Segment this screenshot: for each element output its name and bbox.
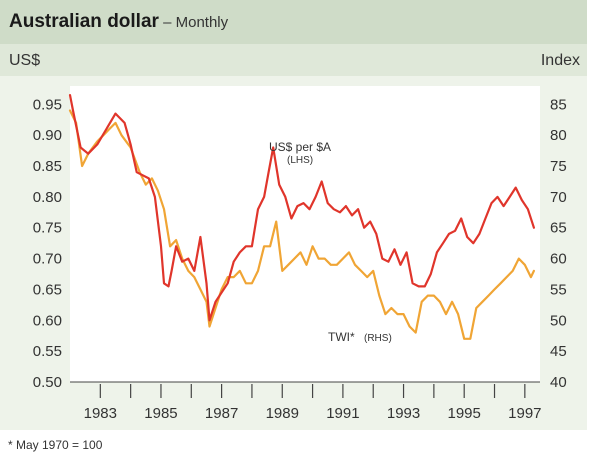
y-right-tick-label: 65 xyxy=(550,220,567,237)
x-tick-label: 1989 xyxy=(266,405,299,422)
x-tick-label: 1987 xyxy=(205,405,238,422)
usd-series-line xyxy=(68,93,536,322)
y-right-tick-label: 45 xyxy=(550,343,567,360)
y-right-tick-label: 60 xyxy=(550,251,567,268)
y-left-tick-label: 0.80 xyxy=(33,189,62,206)
twi-series-label: TWI* xyxy=(328,330,355,344)
y-right-tick-label: 75 xyxy=(550,158,567,175)
y-left-tick-label: 0.55 xyxy=(33,343,62,360)
y-left-tick-label: 0.85 xyxy=(33,158,62,175)
y-right-tick-label: 70 xyxy=(550,189,567,206)
y-left-tick-label: 0.70 xyxy=(33,251,62,268)
y-left-tick-label: 0.95 xyxy=(33,96,62,113)
x-tick-label: 1983 xyxy=(84,405,117,422)
y-left-tick-label: 0.50 xyxy=(33,374,62,391)
right-axis-unit: Index xyxy=(540,52,580,69)
chart-subtitle: Monthly xyxy=(175,14,229,31)
chart-title-separator: – xyxy=(158,14,176,31)
y-right-tick-label: 40 xyxy=(550,374,567,391)
y-left-tick-label: 0.65 xyxy=(33,281,62,298)
chart-title-main: Australian dollar xyxy=(9,11,159,32)
footnote: * May 1970 = 100 xyxy=(8,438,103,452)
y-left-tick-label: 0.75 xyxy=(33,220,62,237)
x-tick-label: 1991 xyxy=(326,405,359,422)
x-tick-label: 1985 xyxy=(144,405,177,422)
unit-bar xyxy=(0,44,587,76)
usd-series-label: US$ per $A xyxy=(269,140,331,154)
y-right-tick-label: 80 xyxy=(550,127,567,144)
y-right-tick-label: 55 xyxy=(550,281,567,298)
y-left-tick-label: 0.60 xyxy=(33,312,62,329)
y-left-tick-label: 0.90 xyxy=(33,127,62,144)
line-chart: 0.50 0.55 0.60 0.65 0.70 0.75 0.80 0.85 0.90 0.95… xyxy=(33,86,567,422)
chart-title: Australian dollar – Monthly xyxy=(9,11,228,33)
y-right-tick-label: 85 xyxy=(550,96,567,113)
title-bar xyxy=(0,0,587,44)
x-tick-label: 1997 xyxy=(508,405,541,422)
twi-series-axis-note: (RHS) xyxy=(364,333,392,344)
usd-series-axis-note: (LHS) xyxy=(287,155,313,166)
twi-series-line xyxy=(68,109,536,340)
left-axis-unit: US$ xyxy=(9,52,41,69)
y-right-tick-label: 50 xyxy=(550,312,567,329)
x-tick-label: 1995 xyxy=(448,405,481,422)
x-tick-label: 1993 xyxy=(387,405,420,422)
